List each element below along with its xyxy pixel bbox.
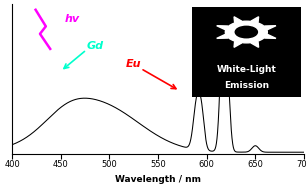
Polygon shape [251, 17, 258, 23]
Polygon shape [234, 41, 242, 47]
Text: Emission: Emission [224, 81, 269, 90]
Text: White-Light: White-Light [216, 65, 276, 74]
Text: hv: hv [65, 14, 80, 24]
Polygon shape [264, 34, 276, 38]
Polygon shape [217, 34, 228, 38]
Text: Eu: Eu [126, 59, 142, 69]
Text: Gd: Gd [87, 41, 104, 51]
Polygon shape [251, 41, 258, 47]
Polygon shape [264, 26, 276, 30]
Circle shape [225, 21, 267, 43]
X-axis label: Wavelength / nm: Wavelength / nm [115, 175, 201, 184]
Circle shape [235, 26, 257, 38]
Polygon shape [217, 26, 228, 30]
Polygon shape [234, 17, 242, 23]
FancyBboxPatch shape [192, 7, 301, 97]
